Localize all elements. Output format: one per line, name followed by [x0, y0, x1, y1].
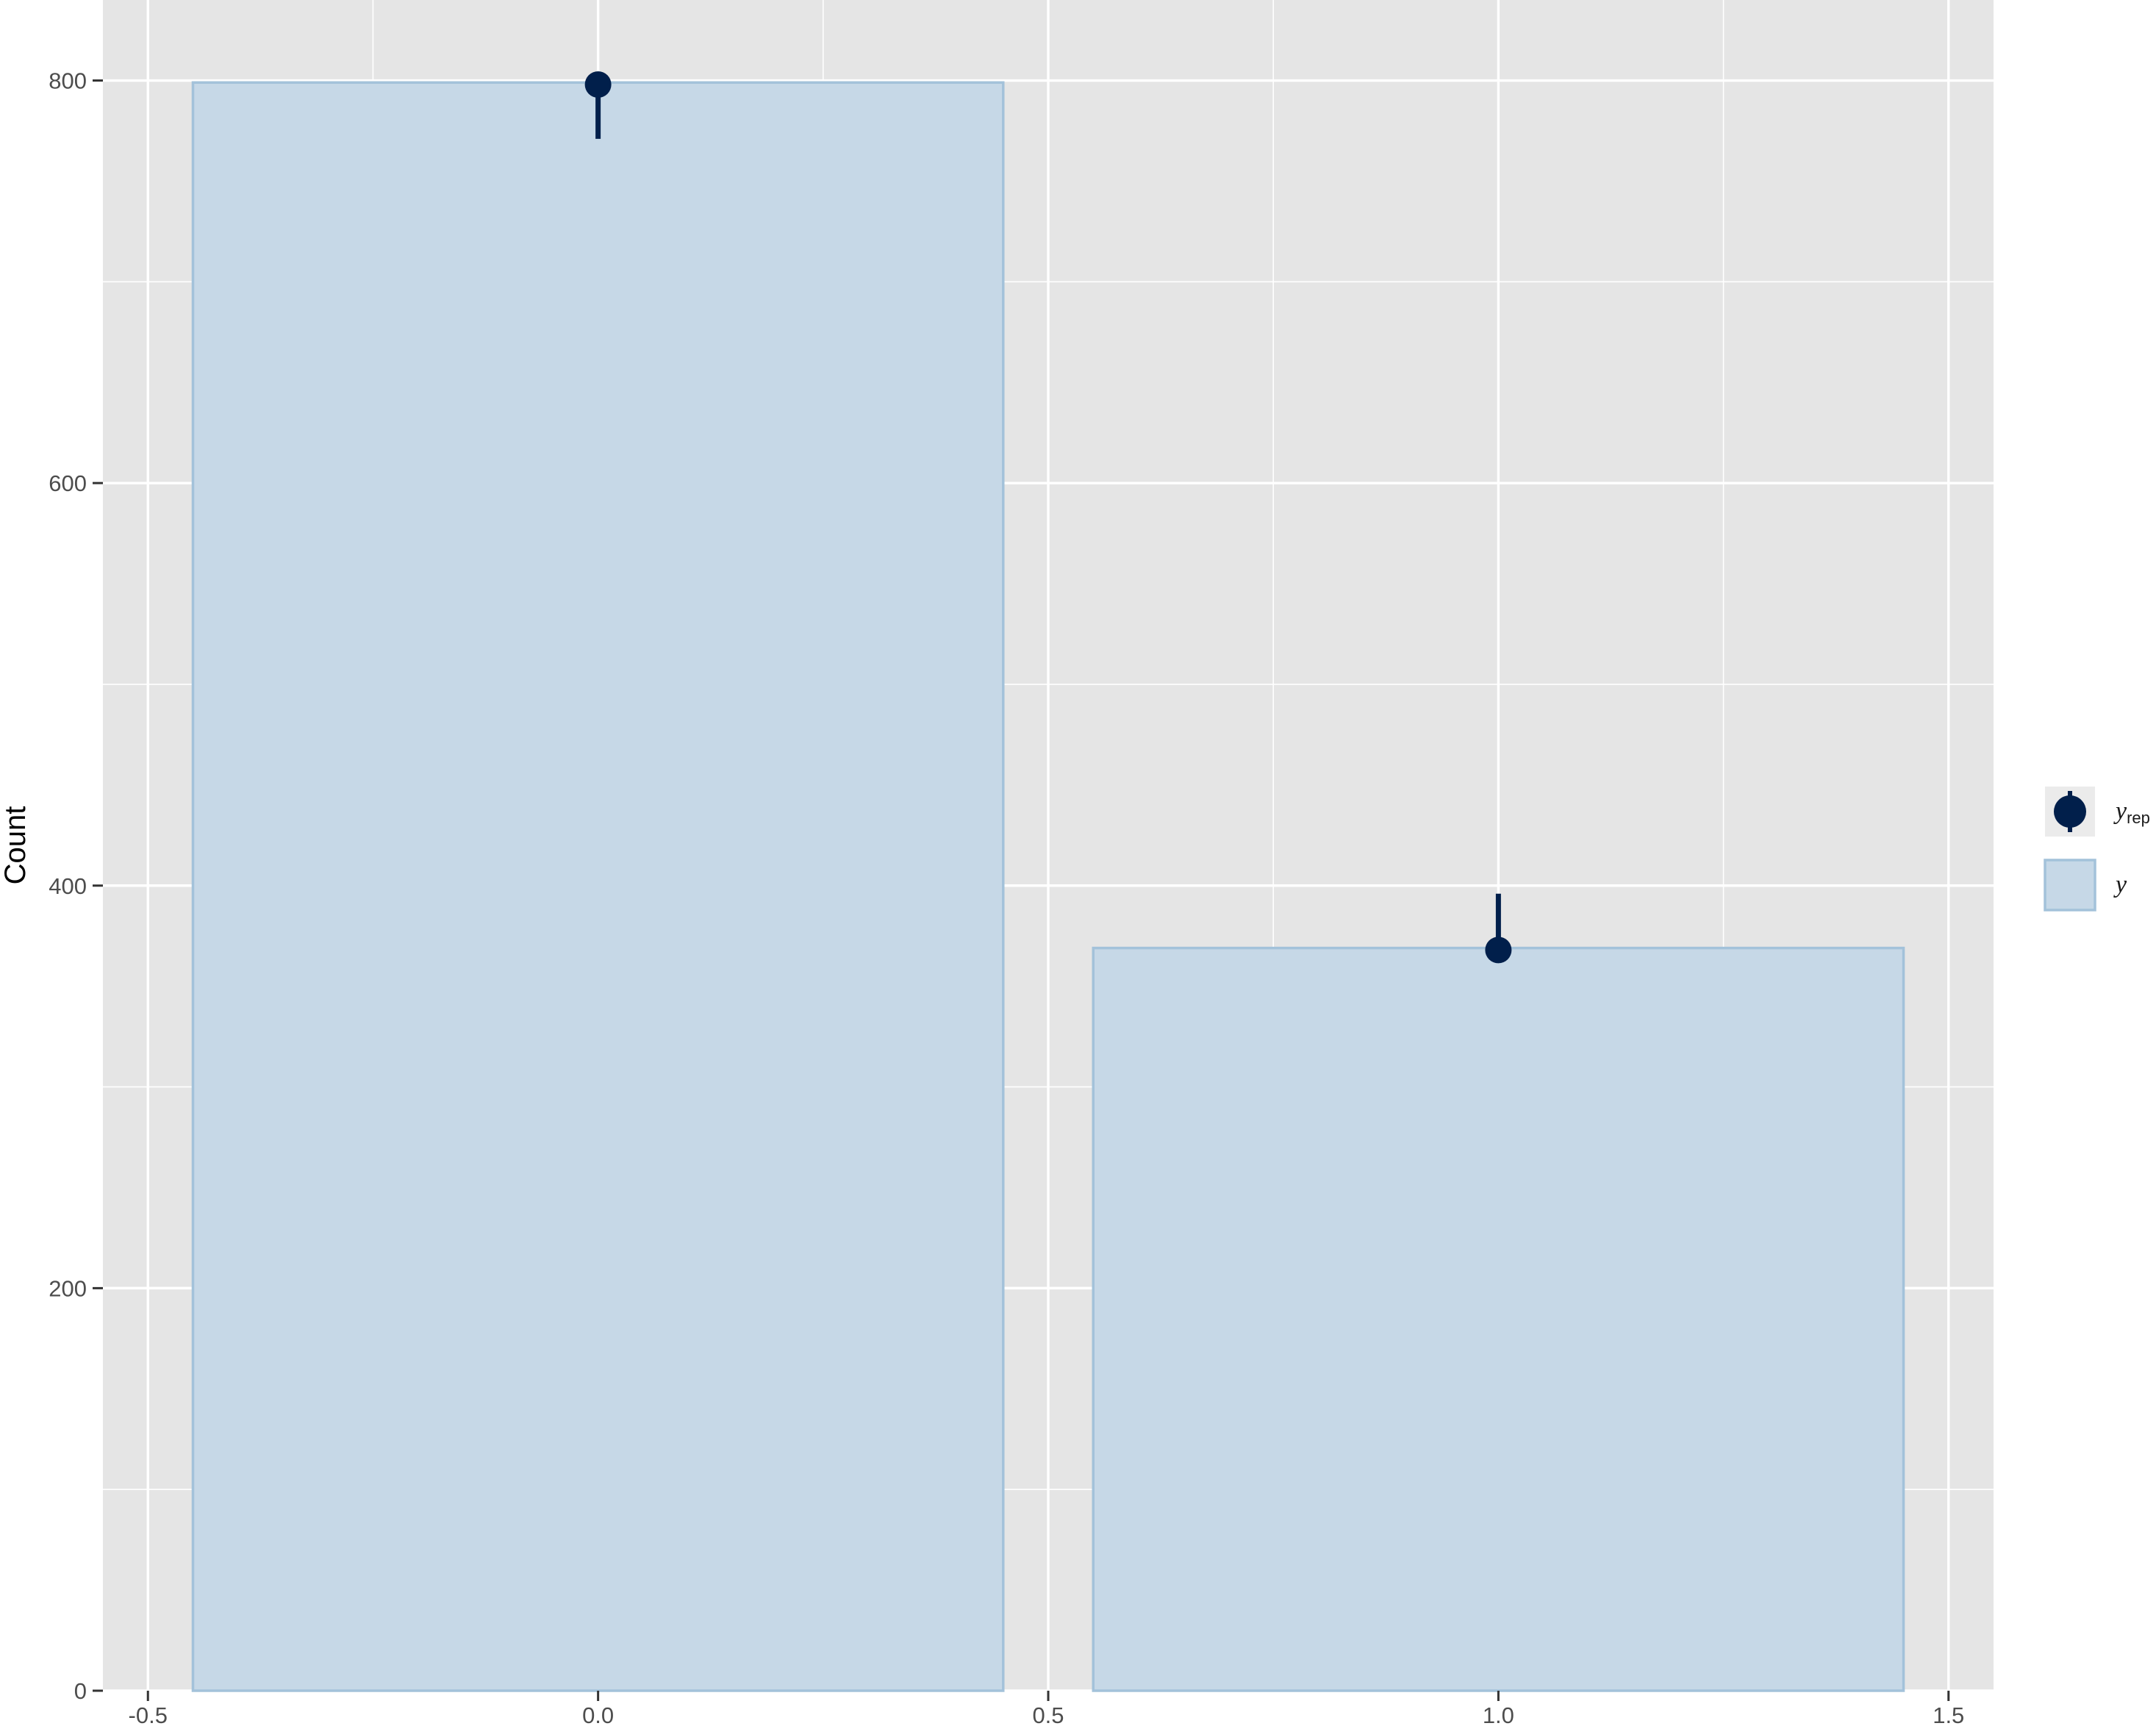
y-tick-label: 200: [49, 1275, 87, 1301]
x-axis: -0.5 0.0 0.5 1.0 1.5: [129, 1691, 1964, 1726]
bar: [1092, 946, 1905, 1692]
legend-label: yrep: [2113, 798, 2150, 827]
x-tick-label: 1.0: [1483, 1702, 1514, 1726]
legend-label-main: y: [2113, 871, 2127, 898]
legend-label-subscript: rep: [2127, 809, 2150, 827]
y-tick-label: 800: [49, 68, 87, 94]
bars-layer: [191, 81, 1905, 1692]
y-axis-title: Count: [0, 806, 32, 885]
legend-key-bg: [2044, 859, 2096, 912]
x-tick-label: 0.5: [1032, 1702, 1064, 1726]
legend-label: y: [2113, 871, 2127, 898]
bar: [191, 81, 1005, 1692]
x-tick-label: 1.5: [1933, 1702, 1964, 1726]
point: [1485, 937, 1512, 964]
legend-label-main: y: [2113, 798, 2127, 825]
y-tick-label: 0: [74, 1678, 87, 1704]
y-tick-label: 600: [49, 470, 87, 496]
legend-point: [2054, 795, 2086, 828]
y-axis: 0 200 400 600 800: [49, 68, 103, 1704]
points-layer: [584, 71, 1512, 964]
y-tick-label: 400: [49, 873, 87, 899]
x-tick-label: -0.5: [129, 1702, 168, 1726]
point: [584, 71, 612, 98]
x-tick-label: 0.0: [582, 1702, 614, 1726]
